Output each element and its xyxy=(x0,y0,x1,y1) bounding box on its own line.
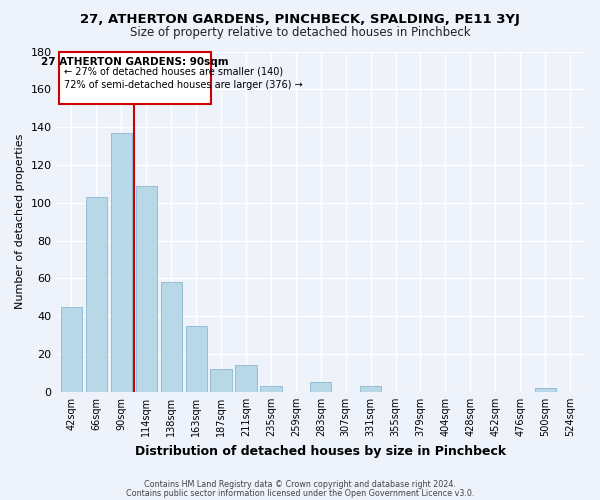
Bar xyxy=(360,386,381,392)
Text: 27, ATHERTON GARDENS, PINCHBECK, SPALDING, PE11 3YJ: 27, ATHERTON GARDENS, PINCHBECK, SPALDIN… xyxy=(80,12,520,26)
Text: Contains HM Land Registry data © Crown copyright and database right 2024.: Contains HM Land Registry data © Crown c… xyxy=(144,480,456,489)
Bar xyxy=(111,133,132,392)
FancyBboxPatch shape xyxy=(59,52,211,104)
Bar xyxy=(211,369,232,392)
Bar xyxy=(136,186,157,392)
Bar xyxy=(86,197,107,392)
Text: Contains public sector information licensed under the Open Government Licence v3: Contains public sector information licen… xyxy=(126,488,474,498)
Text: 72% of semi-detached houses are larger (376) →: 72% of semi-detached houses are larger (… xyxy=(64,80,303,90)
Y-axis label: Number of detached properties: Number of detached properties xyxy=(15,134,25,310)
Bar xyxy=(235,366,257,392)
Bar xyxy=(161,282,182,392)
Bar xyxy=(260,386,281,392)
Text: Size of property relative to detached houses in Pinchbeck: Size of property relative to detached ho… xyxy=(130,26,470,39)
Bar xyxy=(535,388,556,392)
Bar xyxy=(185,326,207,392)
Bar xyxy=(61,307,82,392)
Text: ← 27% of detached houses are smaller (140): ← 27% of detached houses are smaller (14… xyxy=(64,66,283,76)
Bar xyxy=(310,382,331,392)
Text: 27 ATHERTON GARDENS: 90sqm: 27 ATHERTON GARDENS: 90sqm xyxy=(41,57,229,67)
X-axis label: Distribution of detached houses by size in Pinchbeck: Distribution of detached houses by size … xyxy=(135,444,506,458)
